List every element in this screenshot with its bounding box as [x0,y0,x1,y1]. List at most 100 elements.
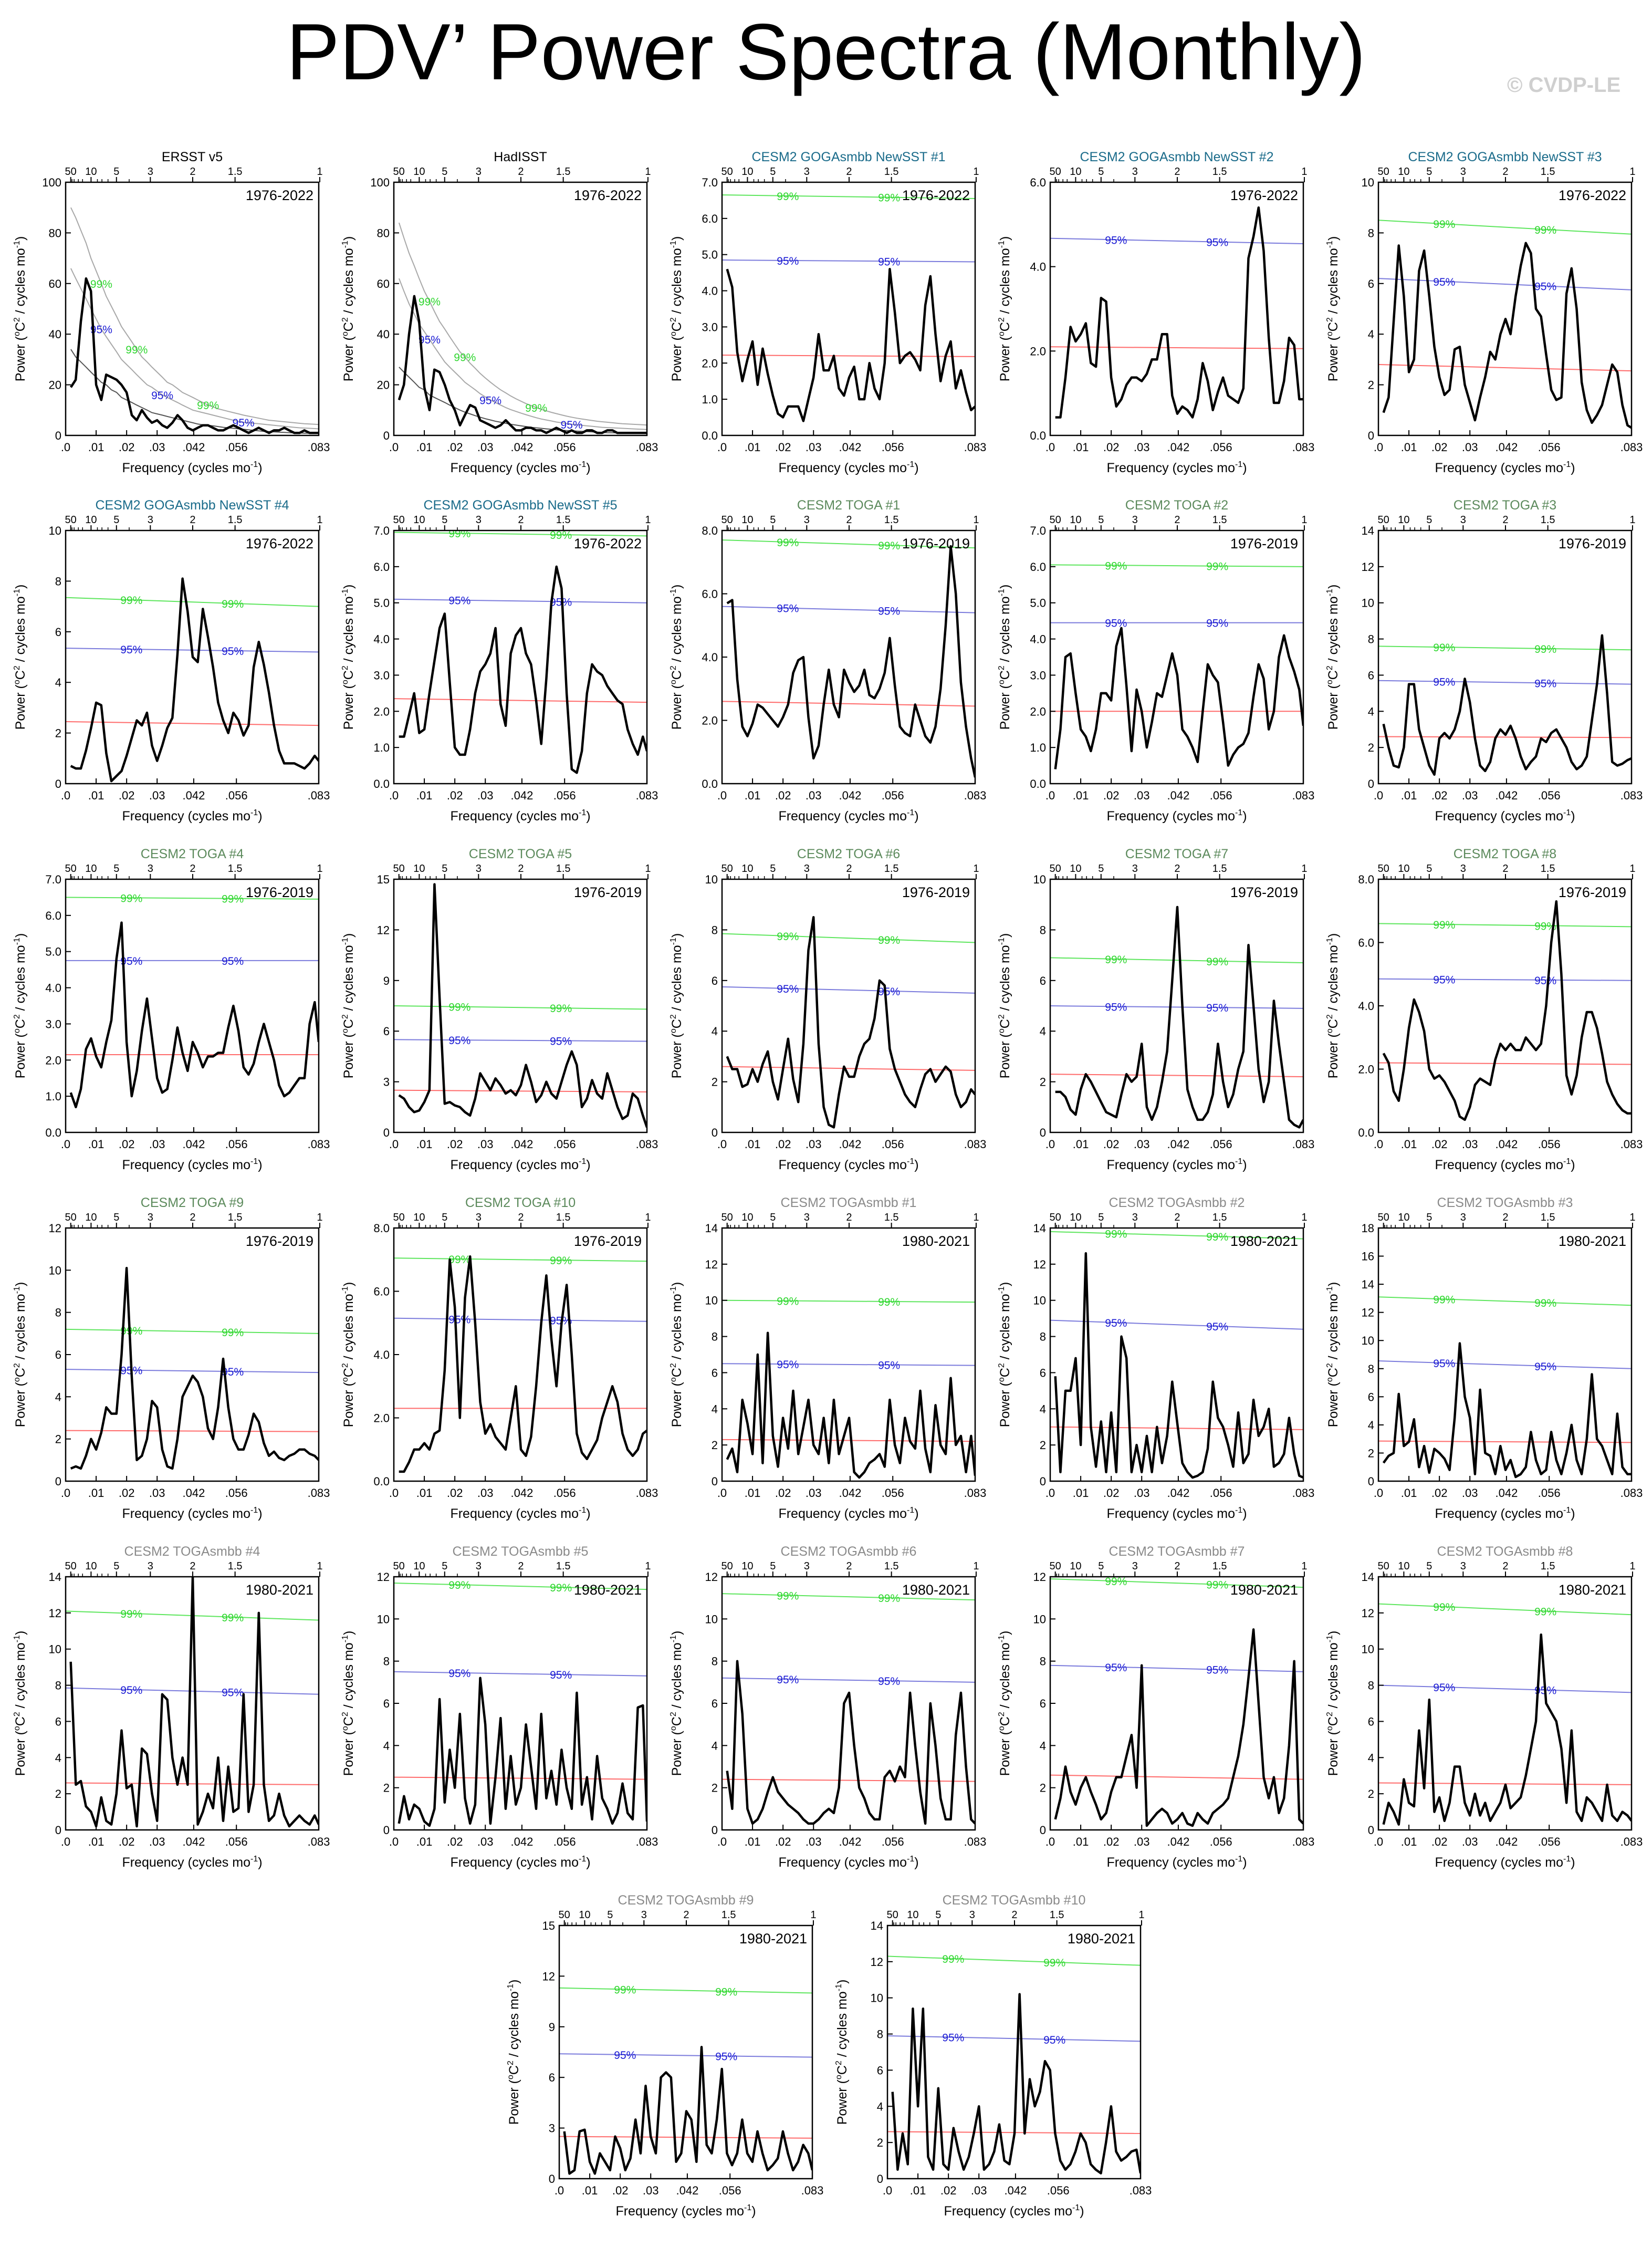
y-tick-label: 12 [542,1970,555,1983]
ci99-label: 99% [777,537,799,549]
x-tick-label: .083 [1620,1835,1643,1848]
x-axis-label: Frequency (cycles mo-1) [778,808,918,824]
spectrum-line [1054,1252,1303,1479]
ci95-line [887,2035,1141,2042]
ci95-label: 95% [1534,1361,1556,1373]
top-tick-label: 10 [1398,514,1409,526]
ci95-line [1050,1005,1303,1009]
y-tick-label: 3.0 [702,320,718,334]
ci95-label: 95% [777,1359,799,1371]
ci99-label: 99% [1433,218,1455,231]
y-tick-label: 3.0 [45,1017,61,1031]
x-axis-label: Frequency (cycles mo-1) [1106,1157,1247,1172]
y-tick-label: 2 [1368,1787,1374,1801]
x-tick-label: .01 [1401,1486,1417,1500]
panel-title: ERSST v5 [162,150,223,164]
x-tick-label: .03 [477,441,494,454]
y-tick-label: 2.0 [1030,345,1046,358]
y-tick-label: 6 [1368,277,1374,290]
spectrum-panel: CESM2 TOGAsmbb #10 50 10 5 3 2 1.5 1 99% 95% 99% 95… [834,1893,1152,2219]
y-tick-label: 8 [712,923,718,936]
x-tick-label: .083 [1620,441,1643,454]
ci95-line [1378,1360,1632,1369]
top-tick-label: 10 [1070,863,1081,875]
ci95-label: 95% [1206,237,1228,249]
top-tick-label: 1.5 [1212,514,1227,526]
y-tick-label: 0.0 [702,429,718,442]
ci99-label: 99% [878,934,900,946]
ci99-line [559,1987,812,1994]
ci99-line [394,532,647,537]
top-tick-label: 1.5 [884,863,899,875]
period-label: 1976-2019 [574,1233,642,1249]
y-tick-label: 8 [55,1306,61,1319]
period-label: 1976-2019 [1230,536,1298,551]
x-tick-label: .01 [1401,441,1417,454]
x-tick-label: .02 [1103,1138,1120,1151]
x-tick-label: .0 [61,1835,70,1848]
y-tick-label: 10 [705,1294,718,1307]
spectrum-line [1382,242,1632,429]
y-tick-label: 8 [1368,226,1374,240]
x-tick-label: .0 [883,2184,892,2197]
ci95-line [1050,1319,1303,1330]
y-tick-label: 6 [1368,1715,1374,1728]
x-tick-label: .02 [775,1138,791,1151]
red-noise-line [394,1089,647,1092]
top-tick-label: 1.5 [1541,514,1555,526]
top-tick-label: 50 [1378,166,1389,178]
plot-area: 99% 95% 99% 95% [559,1984,812,2175]
y-tick-label: 100 [370,176,390,189]
y-tick-label: 4 [1368,328,1374,341]
top-tick-label: 1 [645,863,651,875]
ci99-label: 99% [878,1593,900,1605]
x-tick-label: .056 [1210,1835,1232,1848]
y-tick-label: 6 [383,1697,390,1710]
period-label: 1976-2019 [574,884,642,900]
x-tick-label: .056 [882,1835,904,1848]
top-tick-label: 1.5 [1212,1212,1227,1223]
top-tick-label: 2 [1011,1909,1017,1921]
ci99-label: 99% [1043,1957,1065,1969]
x-tick-label: .083 [308,789,330,802]
x-axis-label: Frequency (cycles mo-1) [1106,808,1247,824]
top-tick-label: 10 [85,863,97,875]
spectrum-line [70,1267,319,1470]
ci99-label: 99% [1534,920,1556,932]
y-tick-label: 4 [1368,1751,1374,1764]
y-axis-label: Power (oC2 / cycles mo-1) [1325,1631,1341,1776]
y-tick-label: 6 [1368,1390,1374,1403]
ci99-label: 99% [1433,642,1455,654]
x-axis-label: Frequency (cycles mo-1) [615,2203,756,2219]
spectrum-panel: CESM2 GOGAsmbb NewSST #4 50 10 5 3 2 1.5 1 99% 95… [13,498,330,824]
ci99-curve [398,222,647,426]
y-tick-label: 0 [712,1475,718,1488]
y-tick-label: 100 [42,176,61,189]
x-axis-label: Frequency (cycles mo-1) [122,460,262,475]
y-axis-label: Power (oC2 / cycles mo-1) [341,1631,356,1776]
y-tick-label: 2 [877,2136,883,2149]
x-tick-label: .03 [477,1835,494,1848]
x-axis-label: Frequency (cycles mo-1) [1106,1506,1247,1521]
top-tick-label: 2 [846,1560,852,1572]
y-tick-label: 12 [1362,1607,1374,1620]
x-tick-label: .056 [882,441,904,454]
spectrum-line [398,295,647,434]
ci95-line [722,1677,975,1683]
panel-title: CESM2 TOGA #10 [465,1195,576,1210]
x-tick-label: .0 [389,1486,399,1500]
spectrum-panel: CESM2 TOGAsmbb #850 10 5 3 2 1.5 199%95%99%95%… [1325,1544,1643,1870]
y-tick-label: 0.0 [373,1475,390,1488]
top-tick-label: 3 [476,166,482,178]
top-tick-label: 1.5 [228,1560,243,1572]
y-tick-label: 6 [712,974,718,987]
ci99-label: 99% [1433,1294,1455,1306]
y-tick-label: 3 [383,1076,390,1089]
x-tick-label: .02 [447,1835,463,1848]
x-tick-label: .0 [389,1835,399,1848]
y-tick-label: 4 [712,1402,718,1416]
top-tick-label: 10 [85,1560,97,1572]
x-tick-label: .01 [416,1835,433,1848]
ci95-label: 95% [222,646,244,658]
